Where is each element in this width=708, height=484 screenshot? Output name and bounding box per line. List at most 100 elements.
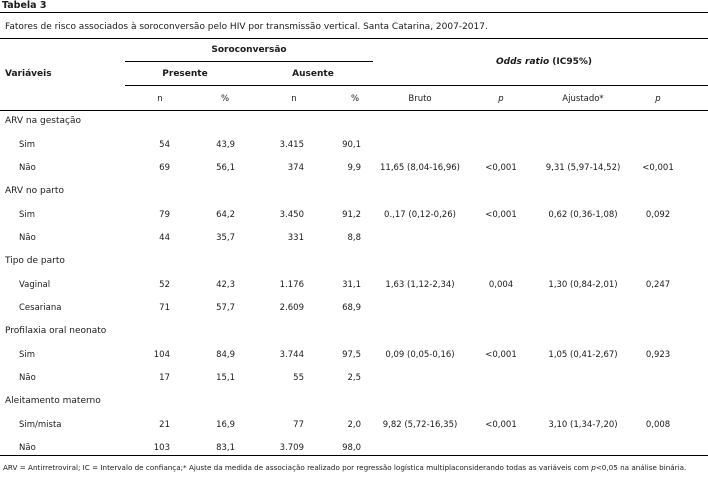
table-cell: 84,9 — [216, 350, 235, 360]
header-odds-ratio-italic: Odds ratio — [496, 57, 550, 67]
table-cell: 83,1 — [216, 443, 235, 453]
table-cell: 9,9 — [347, 163, 361, 173]
table-cell: 69 — [159, 163, 170, 173]
table-cell: 2.609 — [279, 303, 304, 313]
footnote-text: ARV = Antirretroviral; IC = Intervalo de… — [3, 463, 592, 472]
table-cell: 104 — [153, 350, 170, 360]
table-cell: 17 — [159, 373, 170, 383]
table-cell: 57,7 — [216, 303, 235, 313]
table-cell: 0,923 — [645, 350, 671, 360]
table-cell: 79 — [159, 210, 170, 220]
table-cell: 103 — [153, 443, 170, 453]
table-cell: 0,008 — [645, 420, 671, 430]
table-cell: <0,001 — [485, 350, 517, 360]
table-cell: 2,5 — [347, 373, 361, 383]
table-cell: 54 — [159, 140, 170, 150]
rule-header-bottom — [0, 110, 708, 111]
subheader-bruto: Bruto — [408, 94, 432, 104]
table-cell: 3.709 — [279, 443, 304, 453]
group-label: Profilaxia oral neonato — [5, 326, 107, 336]
table-cell: 97,5 — [342, 350, 361, 360]
table-cell: 3.744 — [279, 350, 304, 360]
header-odds-ratio-suffix: (IC95%) — [549, 57, 592, 67]
table-cell: 9,31 (5,97-14,52) — [545, 163, 621, 173]
row-label: Cesariana — [19, 303, 62, 313]
table-cell: 8,8 — [347, 233, 361, 243]
header-soroconversao: Soroconversão — [211, 45, 287, 55]
table-cell: 0,092 — [645, 210, 671, 220]
table-cell: 56,1 — [216, 163, 235, 173]
table-cell: 374 — [287, 163, 304, 173]
table-cell: 52 — [159, 280, 170, 290]
rule-header-top — [0, 38, 708, 39]
group-label: Aleitamento materno — [5, 396, 101, 406]
table-cell: 2,0 — [347, 420, 361, 430]
table-cell: 3.450 — [279, 210, 304, 220]
subheader-pct-ausente: % — [350, 94, 360, 104]
footnote-p: p — [591, 463, 596, 472]
table-cell: 1,30 (0,84-2,01) — [548, 280, 618, 290]
table-cell: 3,10 (1,34-7,20) — [548, 420, 618, 430]
row-label: Não — [19, 443, 36, 453]
row-label: Não — [19, 373, 36, 383]
table-cell: 64,2 — [216, 210, 235, 220]
table-cell: 55 — [293, 373, 304, 383]
table-cell: 91,2 — [342, 210, 361, 220]
table-cell: 31,1 — [342, 280, 361, 290]
table-cell: 11,65 (8,04-16,96) — [380, 163, 460, 173]
rule-soroconversao — [125, 61, 373, 62]
table-cell: 0,247 — [645, 280, 671, 290]
table-cell: 42,3 — [216, 280, 235, 290]
subheader-p-bruto: p — [498, 94, 504, 104]
row-label: Não — [19, 233, 36, 243]
row-label: Sim/mista — [19, 420, 62, 430]
table-cell: 331 — [287, 233, 304, 243]
table-cell: <0,001 — [485, 210, 517, 220]
subheader-p-ajustado: p — [655, 94, 661, 104]
rule-bottom — [0, 455, 708, 456]
row-label: Sim — [19, 210, 36, 220]
table-footnote: ARV = Antirretroviral; IC = Intervalo de… — [3, 463, 703, 473]
header-odds-ratio: Odds ratio (IC95%) — [380, 57, 708, 67]
table-cell: 0,004 — [488, 280, 514, 290]
subheader-n-presente: n — [157, 94, 163, 104]
header-presente: Presente — [162, 69, 208, 79]
table-cell: 35,7 — [216, 233, 235, 243]
table-cell: <0,001 — [485, 163, 517, 173]
subheader-pct-presente: % — [220, 94, 230, 104]
table-cell: 15,1 — [216, 373, 235, 383]
table-cell: <0,001 — [642, 163, 674, 173]
rule-subheader — [125, 85, 708, 86]
table-cell: 68,9 — [342, 303, 361, 313]
table-cell: 1.176 — [279, 280, 304, 290]
table-label: Tabela 3 — [2, 0, 47, 11]
footnote-text-end: <0,05 na análise binária. — [595, 463, 687, 472]
table-cell: 16,9 — [216, 420, 235, 430]
table-cell: 0,62 (0,36-1,08) — [548, 210, 618, 220]
table-cell: 44 — [159, 233, 170, 243]
group-label: Tipo de parto — [5, 256, 65, 266]
table-cell: 9,82 (5,72-16,35) — [382, 420, 458, 430]
subheader-n-ausente: n — [291, 94, 297, 104]
table-cell: 90,1 — [342, 140, 361, 150]
header-ausente: Ausente — [292, 69, 334, 79]
table-cell: <0,001 — [485, 420, 517, 430]
table-cell: 98,0 — [342, 443, 361, 453]
subheader-ajustado: Ajustado* — [562, 94, 604, 104]
rule-top — [0, 12, 708, 13]
table-cell: 71 — [159, 303, 170, 313]
table-cell: 21 — [159, 420, 170, 430]
group-label: ARV no parto — [5, 186, 64, 196]
table-cell: 0.,17 (0,12-0,26) — [384, 210, 456, 220]
table-cell: 1,05 (0,41-2,67) — [548, 350, 618, 360]
row-label: Sim — [19, 140, 36, 150]
row-label: Não — [19, 163, 36, 173]
table-cell: 1,63 (1,12-2,34) — [385, 280, 455, 290]
table-cell: 77 — [293, 420, 304, 430]
table-cell: 3.415 — [279, 140, 304, 150]
table-cell: 43,9 — [216, 140, 235, 150]
table-caption: Fatores de risco associados à soroconver… — [5, 22, 488, 32]
table-cell: 0,09 (0,05-0,16) — [385, 350, 455, 360]
header-variables: Variáveis — [5, 69, 52, 79]
row-label: Vaginal — [19, 280, 51, 290]
